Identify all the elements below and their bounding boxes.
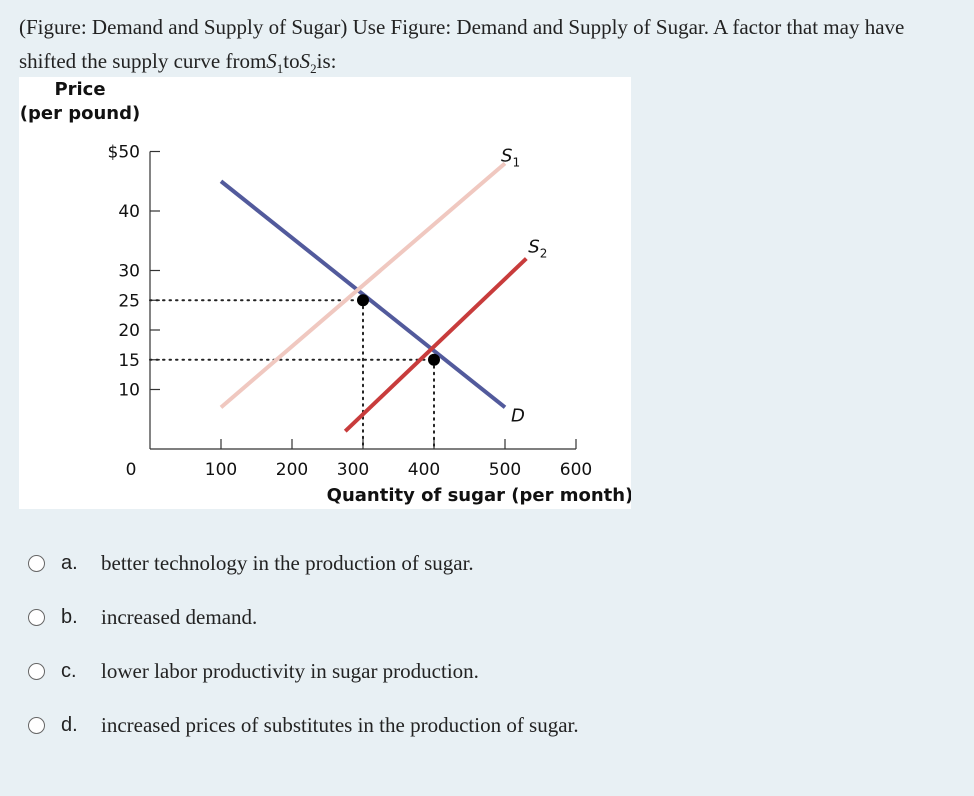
option-c-text: lower labor productivity in sugar produc… — [101, 658, 479, 683]
x-tick-label-100: 100 — [205, 460, 237, 480]
y-tick-label-20: 20 — [118, 321, 140, 341]
x-tick-label-600: 600 — [560, 460, 592, 480]
x-tick-label-500: 500 — [489, 460, 521, 480]
option-c-letter: c. — [61, 659, 77, 682]
y-tick-label-10: 10 — [118, 381, 140, 401]
option-d-letter: d. — [61, 713, 78, 736]
y-tick-label-30: 30 — [118, 262, 140, 282]
option-a[interactable]: a. better technology in the production o… — [28, 545, 928, 581]
option-d-text: increased prices of substitutes in the p… — [101, 712, 579, 737]
curve-s1 — [219, 161, 507, 409]
curve-s2 — [343, 257, 528, 433]
option-c[interactable]: c. lower labor productivity in sugar pro… — [28, 653, 928, 689]
question-text: (Figure: Demand and Supply of Sugar) Use… — [19, 15, 905, 77]
option-d-radio[interactable] — [28, 716, 45, 734]
label-s2: S2 — [528, 237, 547, 261]
option-c-radio[interactable] — [28, 662, 45, 680]
option-b[interactable]: b. increased demand. — [28, 599, 928, 635]
label-s1: S1 — [501, 145, 520, 169]
y-tick-label-25: 25 — [118, 291, 140, 311]
y-tick-label-50: $50 — [108, 143, 140, 163]
x-tick-label-200: 200 — [276, 460, 308, 480]
x-axis-label: Quantity of sugar (per month) — [327, 485, 631, 506]
x-tick-label-400: 400 — [408, 460, 440, 480]
equilibrium-point-1 — [357, 294, 369, 307]
x-origin-label: 0 — [126, 460, 137, 480]
y-tick-label-40: 40 — [118, 202, 140, 222]
label-d: D — [511, 405, 525, 426]
x-tick-label-300: 300 — [337, 460, 369, 480]
y-axis-label-line2: (per pound) — [20, 103, 140, 124]
option-a-radio[interactable] — [28, 554, 45, 572]
option-b-radio[interactable] — [28, 608, 45, 626]
sugar-supply-demand-chart: Price (per pound) Quantity of sugar (per… — [19, 77, 631, 509]
option-b-letter: b. — [61, 605, 78, 628]
chart-svg: Price (per pound) Quantity of sugar (per… — [20, 79, 631, 506]
option-a-letter: a. — [61, 551, 78, 574]
option-d[interactable]: d. increased prices of substitutes in th… — [28, 707, 928, 743]
equilibrium-point-2 — [428, 353, 440, 366]
option-b-text: increased demand. — [101, 604, 258, 629]
y-tick-label-15: 15 — [118, 351, 140, 371]
option-a-text: better technology in the production of s… — [101, 550, 474, 575]
y-axis-label-line1: Price — [54, 79, 105, 100]
